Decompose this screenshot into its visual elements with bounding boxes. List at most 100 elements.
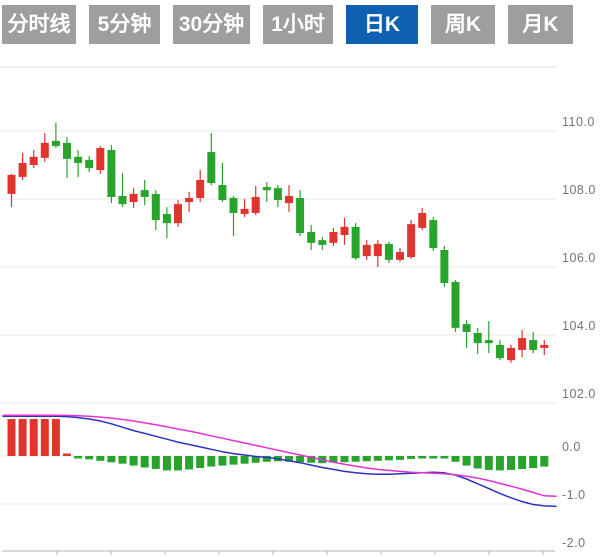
macd-line-dea	[2, 414, 557, 498]
candle	[495, 340, 504, 361]
candle-body	[351, 226, 360, 259]
candle-body	[384, 243, 393, 260]
candle	[118, 173, 127, 208]
candle	[7, 173, 16, 208]
candle-body	[174, 204, 182, 224]
macd-bar-negative	[351, 456, 360, 462]
candle	[462, 320, 471, 348]
candle-body	[407, 224, 416, 258]
candle	[418, 207, 427, 230]
macd-bar-negative	[140, 456, 149, 468]
candle	[74, 150, 83, 177]
candle-body	[40, 142, 49, 158]
macd-bar-negative	[307, 456, 316, 463]
macd-bar-negative	[262, 456, 271, 462]
price-tick-label: 106.0	[562, 251, 596, 265]
macd-bar-positive	[7, 419, 16, 456]
tab-0-button[interactable]: 分时线	[2, 5, 76, 44]
candle	[174, 200, 182, 227]
candle	[518, 329, 527, 358]
macd-bar-positive	[51, 419, 60, 456]
tab-1-button[interactable]: 5分钟	[89, 5, 160, 44]
macd-bar-positive	[18, 419, 27, 456]
candle-body	[207, 152, 216, 184]
macd-bar-negative	[285, 456, 293, 462]
macd-bar-negative	[129, 456, 138, 466]
macd-bar-negative	[162, 456, 171, 471]
price-tick-label: 102.0	[562, 387, 596, 401]
candle	[18, 153, 27, 180]
price-tick-label: 104.0	[562, 319, 596, 333]
candle	[229, 195, 238, 237]
candle	[362, 240, 371, 260]
candle	[96, 145, 105, 174]
tab-daily-k-button[interactable]: 日K	[346, 5, 418, 44]
candle-body	[74, 156, 83, 163]
macd-bar-negative	[440, 456, 449, 459]
candle-body	[318, 240, 327, 245]
candle-body	[362, 244, 371, 257]
candle	[140, 179, 149, 206]
macd-bar-negative	[185, 456, 194, 470]
macd-line-dif	[2, 415, 557, 508]
candle-body	[7, 174, 16, 194]
candle-body	[85, 159, 94, 169]
candle	[318, 237, 327, 250]
macd-bar-negative	[251, 456, 260, 463]
macd-bar-positive	[63, 453, 71, 456]
candle	[185, 191, 194, 212]
candle-body	[140, 190, 149, 197]
macd-tick-label: 0.0	[562, 440, 581, 454]
candle	[51, 122, 60, 148]
candle-body	[484, 340, 493, 344]
kline-macd-chart[interactable]: 110.0 108.0 106.0 104.0 102.0 0.0 -1.0 -2.0	[0, 50, 613, 557]
candle	[251, 186, 260, 215]
tab-5-button[interactable]: 周K	[431, 5, 495, 44]
macd-bar-negative	[218, 456, 227, 466]
macd-bar-negative	[240, 456, 249, 464]
tab-6-button[interactable]: 月K	[508, 5, 573, 44]
macd-bar-negative	[495, 456, 504, 471]
candle	[273, 185, 282, 208]
macd-bar-negative	[174, 456, 182, 471]
macd-bar-negative	[118, 456, 127, 464]
macd-bar-negative	[296, 456, 305, 463]
chart-area[interactable]: 110.0 108.0 106.0 104.0 102.0 0.0 -1.0 -2.0	[0, 50, 613, 557]
candle-body	[451, 281, 460, 328]
macd-tick-label: -1.0	[562, 488, 586, 502]
candle-body	[495, 344, 504, 359]
candle	[329, 227, 338, 246]
candle-body	[118, 195, 127, 205]
macd-bar-negative	[229, 456, 238, 465]
candle-body	[229, 197, 238, 213]
candle-body	[273, 188, 282, 201]
candle-body	[151, 193, 160, 221]
tab-3-button[interactable]: 1小时	[263, 5, 333, 44]
macd-bar-negative	[196, 456, 205, 468]
macd-bar-negative	[529, 456, 538, 468]
candle	[107, 144, 116, 204]
candle	[407, 220, 416, 259]
candle-body	[251, 196, 260, 213]
macd-bar-negative	[518, 456, 527, 469]
candle-body	[29, 156, 38, 165]
candle	[296, 190, 305, 237]
macd-bar-negative	[74, 456, 83, 459]
macd-bar-negative	[85, 456, 94, 460]
candle-body	[51, 140, 60, 146]
macd-bar-negative	[473, 456, 482, 469]
candle	[429, 217, 438, 252]
macd-bar-negative	[484, 456, 493, 470]
candle	[262, 182, 271, 203]
tab-2-button[interactable]: 30分钟	[173, 5, 250, 44]
macd-bar-positive	[40, 419, 49, 456]
candle	[85, 156, 94, 173]
candle	[396, 247, 404, 262]
macd-bar-negative	[340, 456, 349, 463]
candle	[63, 137, 71, 178]
candle	[196, 170, 205, 203]
candle	[129, 188, 138, 208]
macd-bar-negative	[362, 456, 371, 462]
candle-body	[96, 148, 105, 171]
